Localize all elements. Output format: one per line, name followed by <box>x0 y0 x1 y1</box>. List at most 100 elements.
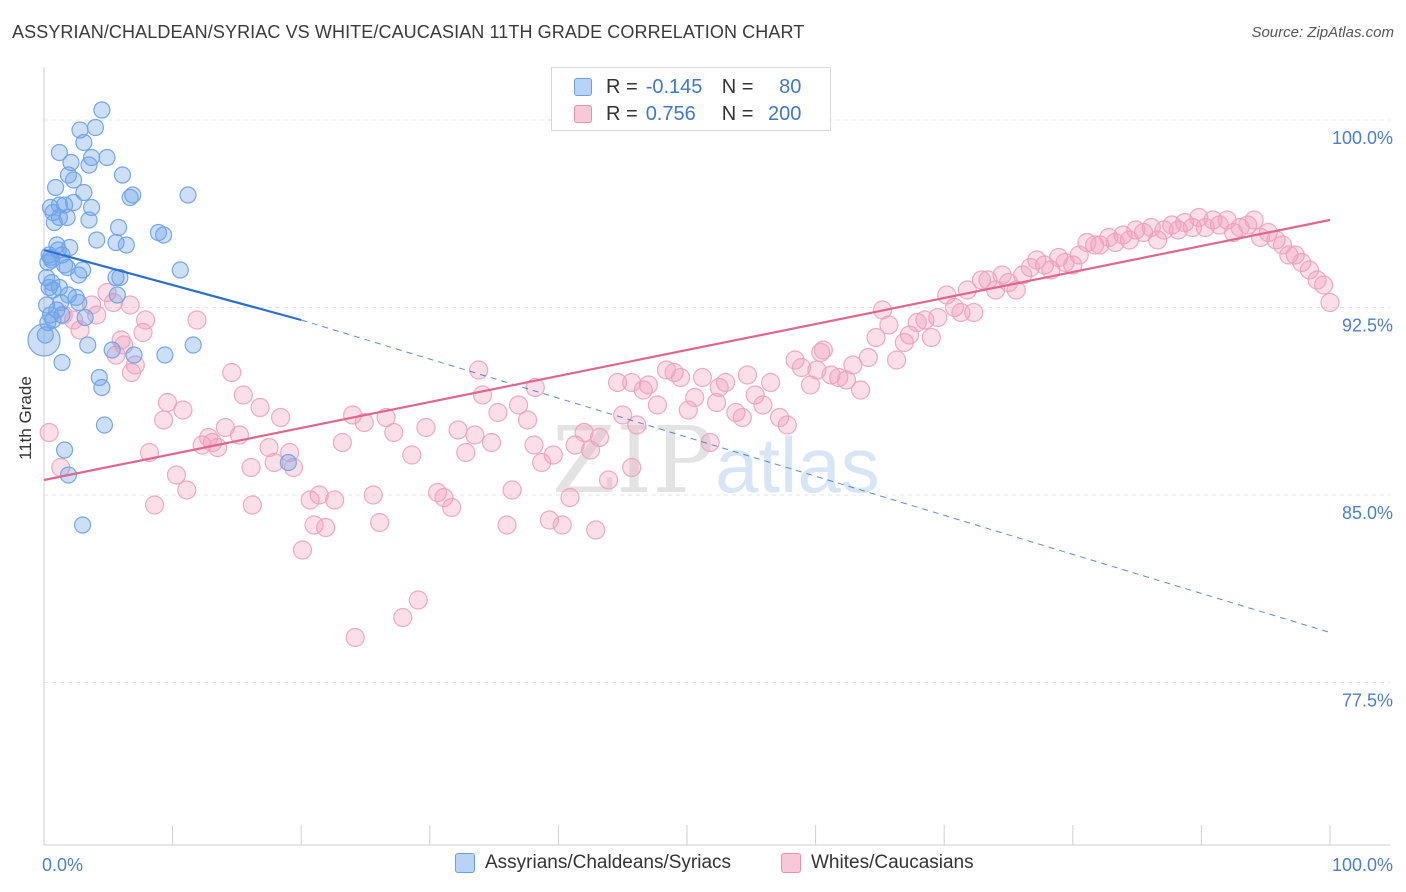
white-caucasian-point <box>866 327 886 348</box>
white-caucasian-point <box>843 355 863 375</box>
white-caucasian-point <box>316 517 336 538</box>
white-caucasian-point <box>408 590 428 610</box>
white-caucasian-point <box>1099 227 1119 248</box>
white-caucasian-point <box>283 457 304 478</box>
assyrian-point <box>50 208 69 227</box>
x-tick-label: 100.0% <box>1332 855 1393 875</box>
white-caucasian-point <box>811 342 831 363</box>
white-caucasian-point <box>39 422 59 443</box>
assyrian-point <box>55 441 74 459</box>
assyrian-point <box>70 266 88 284</box>
white-caucasian-point <box>745 385 765 405</box>
assyrian-point <box>67 288 85 307</box>
assyrian-point <box>27 323 61 357</box>
white-caucasian-point <box>706 392 727 413</box>
assyrian-point <box>70 293 88 312</box>
white-caucasian-point <box>153 410 174 430</box>
white-caucasian-point <box>241 457 261 478</box>
bottom-legend-label: Whites/Caucasians <box>811 852 974 873</box>
white-caucasian-point <box>456 442 476 463</box>
y-axis-title: 11th Grade <box>16 376 35 460</box>
white-caucasian-point <box>907 312 927 333</box>
white-caucasian-point <box>769 407 790 428</box>
blue-swatch-icon <box>455 853 475 873</box>
white-caucasian-point <box>222 362 242 383</box>
assyrian-point <box>55 256 74 274</box>
white-caucasian-point <box>304 515 324 535</box>
assyrian-point <box>37 296 56 314</box>
white-caucasian-point <box>670 367 691 388</box>
assyrian-point <box>82 198 101 217</box>
assyrian-trend-extension <box>301 319 1331 633</box>
white-caucasian-point <box>1238 215 1258 235</box>
white-caucasian-point <box>791 357 812 378</box>
white-caucasian-point <box>345 627 365 648</box>
assyrian-point <box>109 218 128 237</box>
white-caucasian-point <box>700 432 720 453</box>
assyrian-point <box>111 268 129 287</box>
legend-row-pink: R = 0.756 N = 200 <box>574 101 801 127</box>
y-tick-label: 85.0% <box>1342 503 1393 523</box>
white-caucasian-point <box>1307 270 1327 290</box>
white-caucasian-point <box>760 372 781 393</box>
white-caucasian-point <box>325 490 345 510</box>
white-caucasian-point <box>543 445 563 465</box>
white-caucasian-point <box>309 485 329 505</box>
legend-n-label: N = <box>721 102 754 125</box>
assyrian-point <box>171 261 189 279</box>
white-caucasian-point <box>508 395 529 415</box>
white-caucasian-point <box>250 397 270 418</box>
white-caucasian-point <box>1203 210 1223 230</box>
white-caucasian-point <box>1105 232 1125 253</box>
stats-legend: R = -0.145 N = 80 R = 0.756 N = 200 <box>551 67 831 131</box>
assyrian-point <box>80 211 98 229</box>
assyrian-point <box>121 188 139 207</box>
source-label: Source: ZipAtlas.com <box>1251 24 1394 41</box>
chart-title: ASSYRIAN/CHALDEAN/SYRIAC VS WHITE/CAUCAS… <box>12 22 805 42</box>
white-caucasian-point <box>376 407 396 428</box>
white-caucasian-point <box>685 387 705 408</box>
white-caucasian-point <box>1063 255 1083 275</box>
white-caucasian-point <box>1292 252 1312 273</box>
bottom-legend-assyrians: Assyrians/Chaldeans/Syriacs <box>455 852 731 874</box>
y-tick-label: 77.5% <box>1342 691 1393 711</box>
assyrian-point <box>45 213 63 232</box>
white-caucasian-point <box>1189 207 1209 228</box>
blue-swatch-icon <box>574 78 592 96</box>
white-caucasian-point <box>589 427 610 448</box>
white-caucasian-point <box>539 510 559 530</box>
assyrian-point <box>93 378 111 397</box>
legend-n-value: 200 <box>768 102 802 125</box>
white-caucasian-point <box>638 375 659 395</box>
white-caucasian-point <box>416 417 436 438</box>
white-caucasian-point <box>177 480 197 500</box>
assyrian-point <box>113 166 132 184</box>
white-caucasian-point <box>921 327 941 348</box>
assyrian-point <box>86 118 105 137</box>
white-caucasian-point <box>448 420 468 440</box>
white-caucasian-point <box>813 340 833 360</box>
white-caucasian-point <box>928 307 948 328</box>
y-tick-label: 92.5% <box>1342 316 1393 336</box>
white-caucasian-point <box>829 367 849 388</box>
legend-n-value: 80 <box>779 75 802 98</box>
white-caucasian-point <box>472 385 493 405</box>
white-caucasian-point <box>627 415 647 435</box>
assyrian-point <box>37 268 56 287</box>
white-caucasian-point <box>233 385 253 405</box>
assyrian-point <box>76 308 94 327</box>
watermark-atlas: atlas <box>715 421 880 509</box>
pink-swatch-icon <box>781 853 801 873</box>
white-caucasian-point <box>133 322 153 343</box>
white-caucasian-point <box>157 392 178 413</box>
assyrian-point <box>62 153 80 172</box>
assyrian-point <box>50 143 69 162</box>
white-caucasian-point <box>393 607 413 628</box>
white-caucasian-point <box>732 407 752 428</box>
assyrian-point <box>124 186 142 204</box>
white-trend-line <box>43 218 1331 482</box>
pink-swatch-icon <box>574 105 592 123</box>
white-caucasian-point <box>1299 260 1320 280</box>
assyrian-point <box>64 193 83 212</box>
